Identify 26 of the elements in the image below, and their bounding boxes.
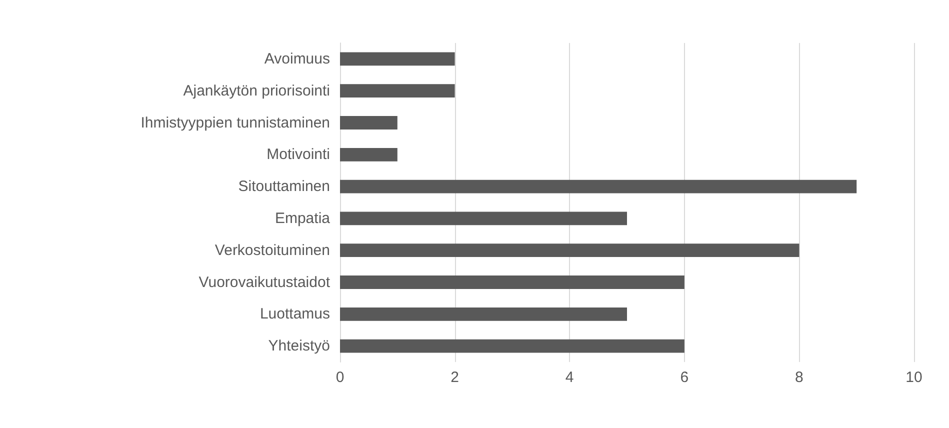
y-tick-label: Sitouttaminen [238,178,330,196]
y-tick-label: Vuorovaikutustaidot [198,274,331,291]
y-tick-label: Motivointi [266,146,330,164]
bar [340,148,398,162]
x-tick-label: 8 [795,369,804,386]
y-tick-label: Verkostoituminen [214,242,330,259]
x-tick-label: 6 [680,369,689,386]
bar [340,52,455,66]
bar [340,84,455,98]
y-tick-label: Ajankäytön priorisointi [183,82,330,100]
bar [340,212,627,226]
bar [340,307,627,321]
y-tick-label: Avoimuus [264,50,330,68]
x-tick-label: 2 [450,369,459,386]
y-tick-label: Empatia [274,210,331,227]
bar [340,244,800,258]
bar [340,339,684,353]
y-tick-label: Yhteistyö [268,338,330,355]
bar [340,116,398,130]
bar [340,276,684,289]
y-tick-label: Ihmistyyppien tunnistaminen [140,114,330,132]
x-tick-label: 10 [906,369,922,386]
y-tick-label: Luottamus [260,306,330,323]
x-tick-label: 4 [565,369,574,386]
x-tick-label: 0 [336,369,344,386]
bar [340,180,857,194]
